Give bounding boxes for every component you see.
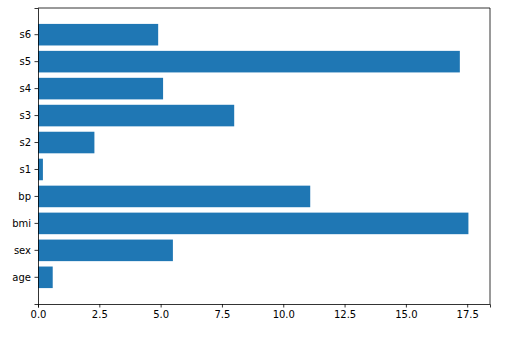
tick-mark: [345, 304, 346, 308]
axis-line: [35, 9, 39, 305]
bar: [38, 240, 173, 262]
tick-mark: [99, 304, 100, 308]
tick: s1: [19, 164, 38, 175]
frame: [490, 8, 491, 304]
tick: 12.5: [334, 304, 356, 320]
x-axis: 0.0 2.5 5.0 7.5 10.0 12.5 15.0 17.5: [31, 304, 491, 320]
tick: s3: [19, 110, 38, 121]
tick-mark: [35, 61, 39, 62]
frame: [38, 8, 490, 9]
tick-mark: [35, 250, 39, 251]
tick-mark: [35, 277, 39, 278]
bar: [38, 213, 468, 235]
tick: 5.0: [153, 304, 169, 320]
tick-mark: [35, 169, 39, 170]
tick: 15.0: [395, 304, 417, 320]
tick-label: 0.0: [31, 309, 47, 320]
tick-mark: [283, 304, 284, 308]
tick-mark: [35, 196, 39, 197]
tick: 17.5: [457, 304, 479, 320]
bar: [38, 267, 53, 289]
tick-label: 7.5: [214, 309, 230, 320]
chart: 0.0 2.5 5.0 7.5 10.0 12.5 15.0 17.5 s6 s5 s4 s3 s2 s1…: [0, 0, 508, 340]
tick-mark: [467, 304, 468, 308]
tick-label: bp: [18, 191, 31, 202]
tick: bp: [18, 191, 38, 202]
tick-label: s5: [19, 56, 31, 67]
bar: [38, 78, 163, 100]
bar: [38, 24, 158, 46]
bars: [38, 24, 468, 288]
tick: bmi: [12, 218, 38, 229]
y-axis: s6 s5 s4 s3 s2 s1 bp bmi sex age: [12, 9, 38, 305]
tick-label: s3: [19, 110, 31, 121]
axis-line: [39, 305, 491, 308]
tick-label: 12.5: [334, 309, 356, 320]
tick-label: bmi: [12, 218, 31, 229]
tick-label: 5.0: [153, 309, 169, 320]
tick-label: 15.0: [395, 309, 417, 320]
tick-mark: [35, 88, 39, 89]
tick: s5: [19, 56, 38, 67]
tick-label: 10.0: [273, 309, 295, 320]
plot: 0.0 2.5 5.0 7.5 10.0 12.5 15.0 17.5 s6 s5 s4 s3 s2 s1…: [12, 8, 490, 320]
tick: s2: [19, 137, 38, 148]
tick-label: s4: [19, 83, 31, 94]
tick-label: age: [12, 272, 31, 283]
bar: [38, 105, 234, 127]
tick-label: 2.5: [92, 309, 108, 320]
tick: 7.5: [214, 304, 230, 320]
tick: s4: [19, 83, 38, 94]
tick: 2.5: [92, 304, 108, 320]
tick: s6: [19, 29, 38, 40]
tick-label: s1: [19, 164, 31, 175]
tick-label: s2: [19, 137, 31, 148]
tick-label: 17.5: [457, 309, 479, 320]
tick: 0.0: [31, 304, 47, 320]
tick-label: s6: [19, 29, 31, 40]
bar: [38, 186, 310, 208]
bar: [38, 132, 94, 154]
bar: [38, 51, 460, 73]
tick-mark: [161, 304, 162, 308]
tick: 10.0: [273, 304, 295, 320]
tick-label: sex: [14, 245, 31, 256]
tick-mark: [35, 34, 39, 35]
tick-mark: [406, 304, 407, 308]
tick: sex: [14, 245, 38, 256]
tick: age: [12, 272, 38, 283]
tick-mark: [222, 304, 223, 308]
tick-mark: [35, 223, 39, 224]
tick-mark: [35, 142, 39, 143]
tick-mark: [35, 115, 39, 116]
